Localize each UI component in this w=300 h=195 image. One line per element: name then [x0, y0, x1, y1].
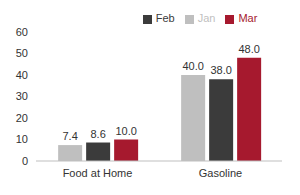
svg-text:20: 20	[16, 112, 28, 124]
svg-text:48.0: 48.0	[238, 43, 259, 55]
svg-text:10.0: 10.0	[115, 125, 136, 137]
html-text:Feb: Feb	[155, 12, 175, 24]
svg-text:Food at Home: Food at Home	[63, 167, 133, 179]
svg-text:50: 50	[16, 47, 28, 59]
svg-text:Gasoline: Gasoline	[199, 167, 242, 179]
svg-text:0: 0	[22, 155, 28, 167]
svg-text:10: 10	[16, 133, 28, 145]
svg-text:30: 30	[16, 90, 28, 102]
svg-text:60: 60	[16, 26, 28, 38]
svg-text:7.4: 7.4	[62, 130, 77, 142]
svg-text:40.0: 40.0	[182, 60, 203, 72]
html-text:Jan: Jan	[197, 12, 216, 24]
svg-text:40: 40	[16, 69, 28, 81]
html-text:Mar: Mar	[238, 12, 258, 24]
svg-text:38.0: 38.0	[210, 64, 231, 76]
svg-text:8.6: 8.6	[90, 128, 105, 140]
